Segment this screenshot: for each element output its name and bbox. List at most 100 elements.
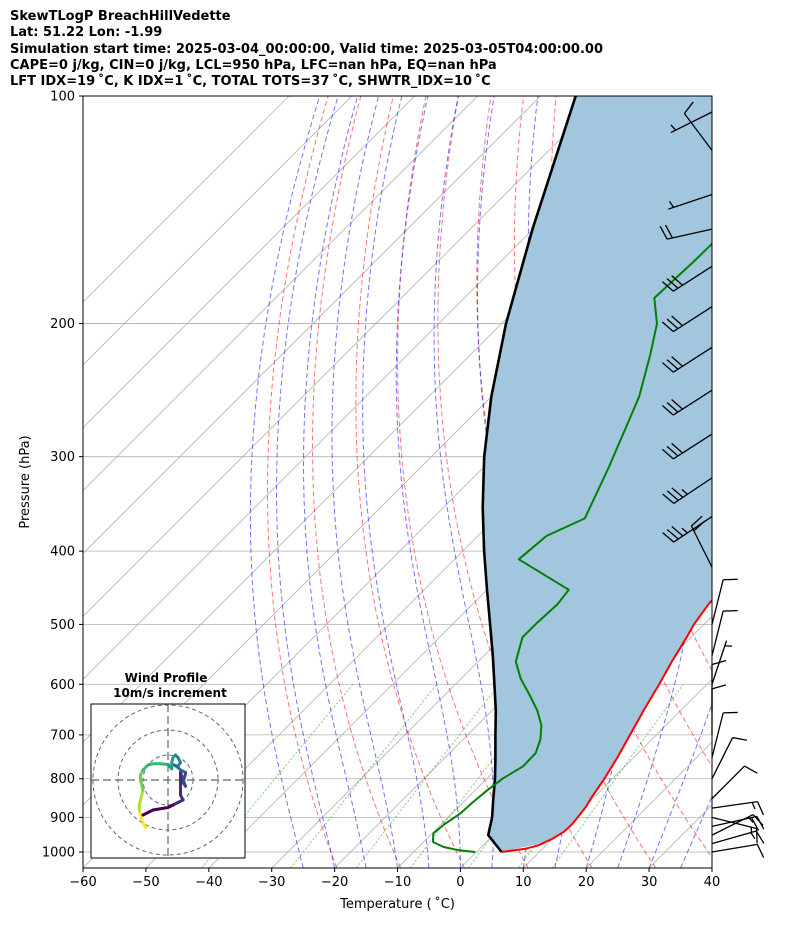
barb-flag — [671, 275, 683, 286]
wind-barb — [711, 640, 733, 685]
hodograph-inset: Wind Profile 10m/s increment — [90, 671, 246, 859]
dry-adiabat — [311, 96, 402, 868]
plot-grid — [83, 96, 794, 868]
barb-flag — [756, 801, 765, 816]
barb-flag — [755, 830, 765, 844]
barb-shaft — [673, 516, 713, 543]
barb-flag — [671, 526, 684, 537]
isotherm-line — [83, 96, 478, 492]
barb-flag — [659, 225, 668, 240]
dry-adiabat — [355, 96, 465, 868]
chart-title: SkewTLogP BreachHillVedette — [10, 9, 231, 24]
barb-flag — [666, 318, 679, 330]
barb-flag — [666, 529, 679, 540]
isotherm-line — [83, 96, 604, 617]
dry-adiabat — [719, 96, 794, 868]
barb-flag — [666, 402, 679, 413]
barb-flag — [671, 442, 683, 454]
y-tick-label: 100 — [50, 90, 75, 105]
isotherm-line — [83, 96, 353, 366]
mixing-ratio-line — [355, 683, 500, 868]
barb-shaft — [711, 813, 754, 836]
barb-flag — [661, 362, 674, 373]
y-tick-label: 700 — [50, 728, 75, 743]
barb-half-flag — [668, 200, 675, 208]
wind-barb — [711, 815, 765, 831]
barb-shaft — [711, 816, 757, 830]
barb-shaft — [711, 815, 758, 828]
wind-barb — [711, 843, 765, 858]
barb-flag — [662, 493, 675, 504]
y-tick-label: 800 — [50, 772, 75, 787]
barb-flag — [671, 487, 684, 498]
barb-flag — [756, 816, 765, 830]
moist-adiabat — [331, 96, 398, 868]
x-tick-label: −10 — [384, 875, 411, 890]
x-axis-label: Temperature ( ˚C) — [339, 896, 455, 912]
wind-barb — [711, 578, 738, 625]
barb-flag — [662, 532, 675, 543]
barb-shaft — [711, 765, 745, 800]
index-line: LFT IDX=19 ˚C, K IDX=1 ˚C, TOTAL TOTS=37… — [10, 74, 491, 90]
profile-lines — [432, 96, 712, 853]
moist-adiabat — [744, 96, 794, 868]
y-axis-label: Pressure (hPa) — [18, 435, 33, 528]
wind-barb — [711, 765, 758, 800]
stability-line: CAPE=0 j/kg, CIN=0 j/kg, LCL=950 hPa, LF… — [10, 57, 497, 73]
mixing-ratio-line — [551, 684, 684, 868]
barb-flag — [690, 515, 703, 527]
y-tick-label: 600 — [50, 678, 75, 693]
chart-title-block: SkewTLogP BreachHillVedette Lat: 51.22 L… — [10, 9, 603, 90]
barb-half-flag — [751, 802, 756, 810]
barb-shaft — [711, 640, 728, 685]
barb-shaft — [711, 830, 757, 845]
barb-shaft — [711, 737, 734, 780]
wind-barb — [711, 609, 738, 656]
barb-shaft — [673, 477, 713, 504]
wind-barb — [711, 816, 758, 844]
barb-shaft — [672, 433, 713, 460]
time-line: Simulation start time: 2025-03-04_00:00:… — [10, 41, 603, 57]
wind-barb — [661, 265, 713, 292]
barb-half-flag — [681, 489, 688, 495]
barb-shaft — [711, 579, 724, 625]
hodograph-title: Wind Profile — [125, 671, 208, 685]
barb-flag — [666, 445, 679, 457]
x-tick-label: 20 — [578, 875, 595, 890]
location-line: Lat: 51.22 Lon: -1.99 — [10, 25, 163, 41]
wind-barb — [662, 516, 713, 543]
barb-shaft — [711, 610, 724, 656]
barb-flag — [661, 321, 674, 333]
hodograph-content — [91, 704, 245, 858]
temperature-line — [501, 598, 712, 853]
moist-adiabat — [362, 96, 430, 868]
barb-flag — [756, 844, 765, 858]
x-tick-label: 0 — [456, 875, 464, 890]
wind-barb — [711, 736, 748, 780]
barb-flag — [744, 765, 758, 774]
wind-barbs — [659, 101, 765, 858]
moist-adiabat — [477, 96, 533, 868]
wind-barb — [661, 389, 713, 416]
y-tick-label: 900 — [50, 811, 75, 826]
barb-flag — [671, 315, 683, 327]
barb-flag — [666, 490, 679, 501]
barb-shaft — [683, 113, 713, 151]
moist-adiabat — [303, 96, 367, 868]
barb-shaft — [711, 843, 758, 853]
moist-adiabat — [433, 96, 495, 868]
wind-barb — [711, 711, 738, 758]
x-axis-ticks: −60 −50 −40 −30 −20 −10 0 10 20 30 40 — [69, 868, 720, 890]
x-tick-label: −60 — [69, 875, 96, 890]
barb-flag — [711, 684, 727, 690]
barb-flag — [671, 399, 683, 410]
axes: −60 −50 −40 −30 −20 −10 0 10 20 30 40 100 200 300 400… — [18, 90, 720, 913]
barb-shaft — [670, 111, 713, 134]
barb-shaft — [672, 389, 713, 416]
barb-half-flag — [670, 124, 677, 131]
moist-adiabat — [249, 96, 321, 868]
isotherm-line — [83, 96, 541, 555]
barb-shaft — [672, 265, 713, 292]
isotherm-line — [711, 867, 712, 868]
